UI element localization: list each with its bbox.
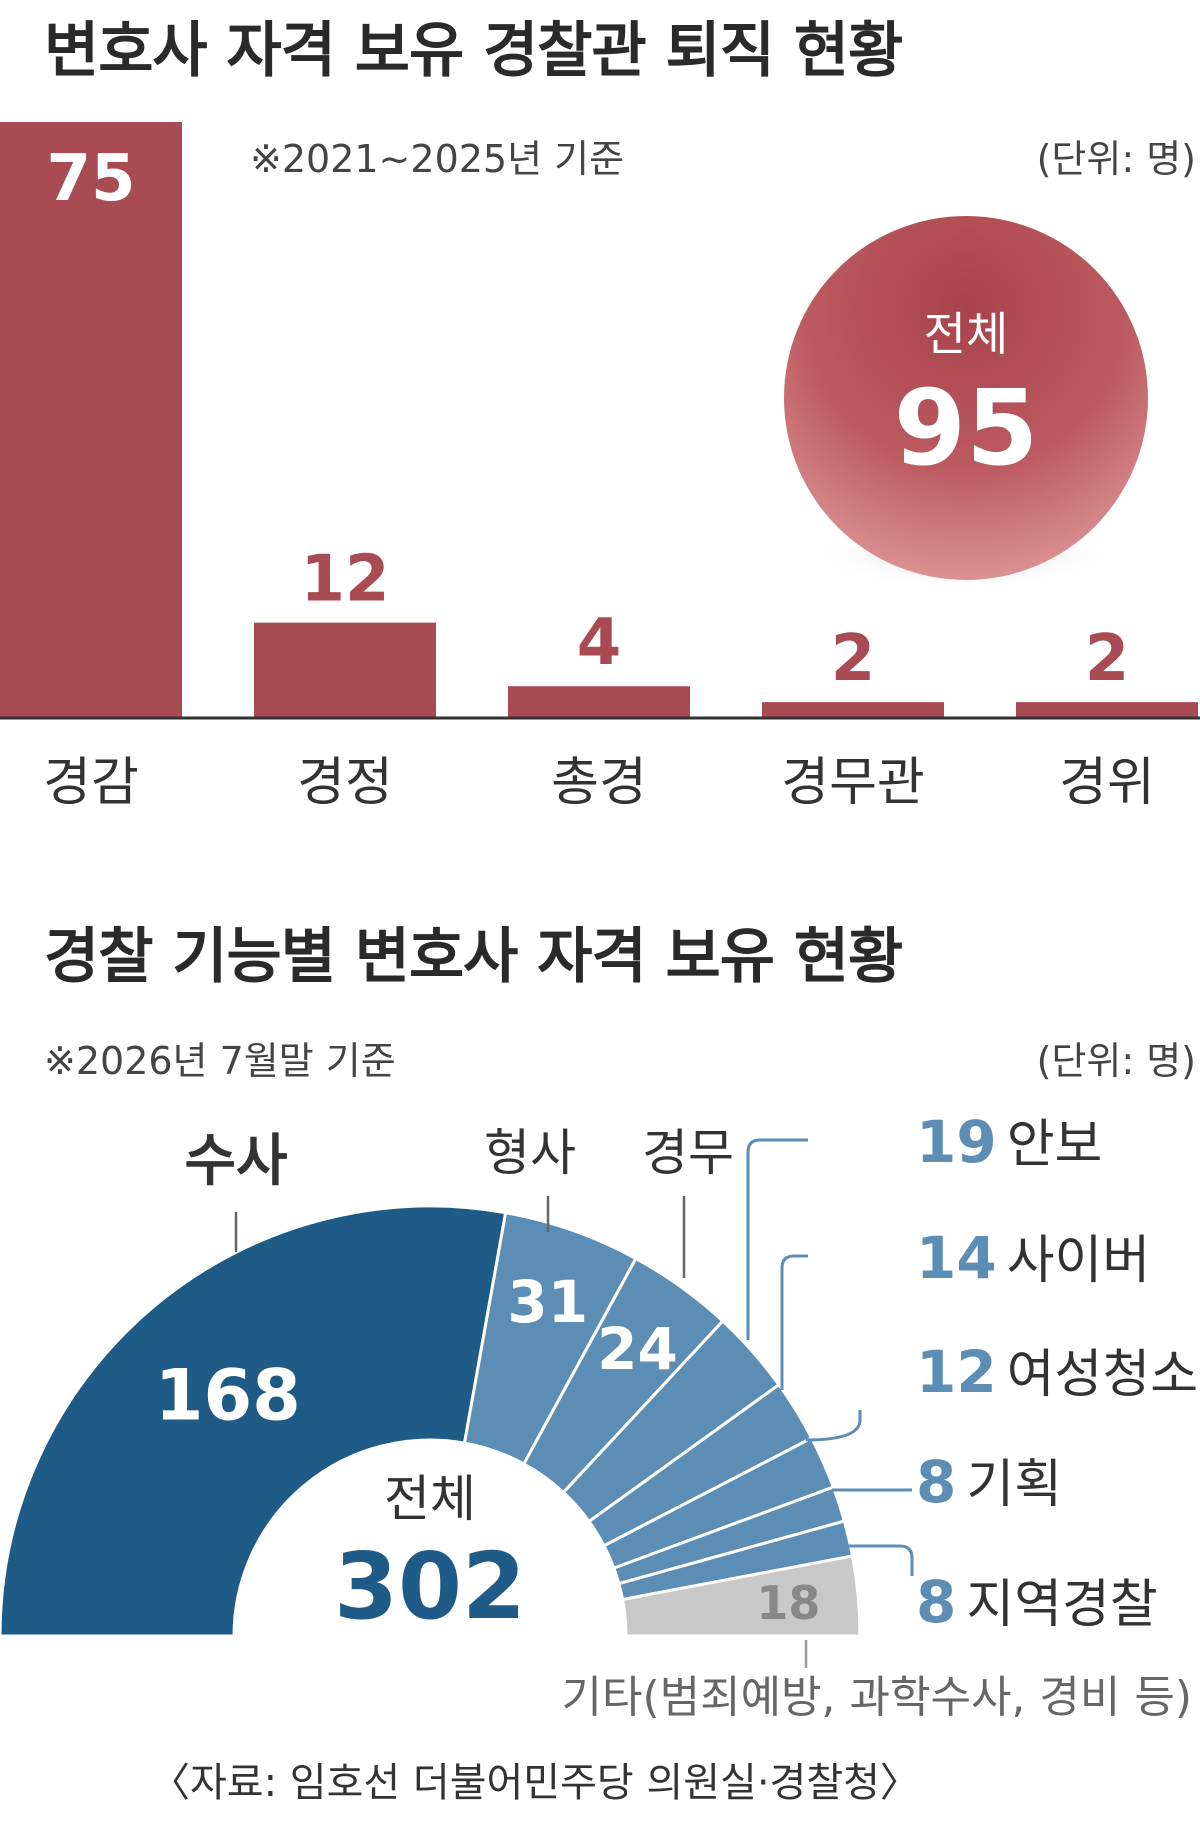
bar-value-label: 2 — [1085, 622, 1130, 696]
bar-category-label: 경무관 — [781, 753, 925, 813]
bar-경무관 — [762, 702, 944, 718]
donut-slice-수사 — [0, 1204, 508, 1638]
bar-총경 — [508, 686, 690, 718]
bar-경감 — [0, 122, 182, 718]
bar-chart-title: 변호사 자격 보유 경찰관 퇴직 현황 — [44, 16, 903, 86]
slice-leader-line — [780, 1254, 808, 1390]
slice-label-group: 14 사이버 — [916, 1224, 1150, 1292]
bar-chart-note: ※2021~2025년 기준 — [250, 137, 625, 181]
slice-label-group: 12여성청소년 — [916, 1338, 1200, 1406]
slice-value-label: 14 — [916, 1224, 997, 1292]
donut-value-label: 168 — [155, 1355, 301, 1437]
bar-경정 — [254, 622, 436, 718]
total-label: 전체 — [924, 307, 1009, 361]
donut-value-label: 24 — [597, 1315, 678, 1383]
bar-value-label: 75 — [46, 142, 135, 216]
total-circle — [784, 216, 1148, 580]
donut-value-label: 18 — [756, 1576, 820, 1630]
slice-label-group: 19 안보 — [916, 1108, 1102, 1176]
bar-경위 — [1016, 702, 1198, 718]
slice-label-group: 8 지역경찰 — [916, 1568, 1158, 1636]
slice-label: 수사 — [184, 1129, 287, 1194]
bar-value-label: 4 — [577, 606, 622, 680]
total-value: 95 — [894, 367, 1039, 489]
donut-slice-기타(범죄예방, 과학수사, 경비 등) — [620, 1554, 862, 1638]
slice-label: 형사 — [484, 1124, 576, 1182]
slice-value-label: 8 — [916, 1568, 956, 1636]
slice-leader-line — [746, 1138, 808, 1340]
donut-chart-title: 경찰 기능별 변호사 자격 보유 현황 — [44, 922, 903, 992]
bar-value-label: 2 — [831, 622, 876, 696]
slice-value-label: 8 — [916, 1448, 956, 1516]
slice-label-other: 기타(범죄예방, 과학수사, 경비 등) — [561, 1672, 1192, 1723]
slice-leader-line — [805, 1410, 862, 1442]
bar-category-label: 총경 — [551, 753, 647, 813]
slice-label: 사이버 — [1007, 1231, 1151, 1291]
donut-chart-unit: (단위: 명) — [1036, 1039, 1196, 1083]
donut-chart-note: ※2026년 7월말 기준 — [44, 1039, 396, 1083]
slice-label: 안보 — [1007, 1115, 1103, 1175]
source-credit: 〈자료: 임호선 더불어민주당 의원실·경찰청〉 — [150, 1760, 920, 1806]
slice-label: 지역경찰 — [966, 1575, 1157, 1635]
bar-value-label: 12 — [300, 543, 389, 617]
donut-total-value: 302 — [334, 1533, 526, 1640]
slice-leader-line — [846, 1544, 914, 1576]
slice-value-label: 12 — [916, 1338, 997, 1406]
donut-value-label: 31 — [507, 1268, 588, 1336]
slice-label: 경무 — [642, 1124, 734, 1182]
slice-label-group: 8 기획 — [916, 1448, 1062, 1516]
slice-label: 여성청소년 — [1007, 1345, 1200, 1405]
slice-value-label: 19 — [916, 1108, 997, 1176]
bar-category-label: 경감 — [43, 753, 139, 813]
bar-category-label: 경위 — [1059, 753, 1155, 813]
bar-chart-unit: (단위: 명) — [1036, 137, 1196, 181]
bar-category-label: 경정 — [297, 753, 393, 813]
donut-total-label: 전체 — [384, 1470, 476, 1528]
slice-label: 기획 — [966, 1455, 1062, 1515]
